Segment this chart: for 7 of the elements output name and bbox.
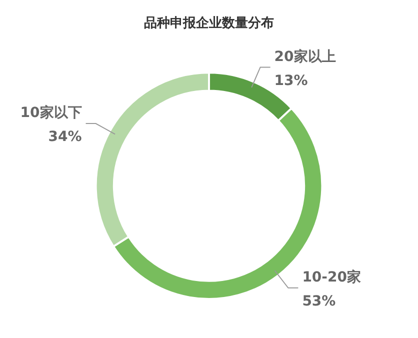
chart-title: 品种申报企业数量分布 (144, 16, 274, 32)
slice-label: 10-20家 (302, 268, 361, 286)
slice-label: 10家以下 (20, 104, 82, 122)
slice-label: 20家以上 (274, 48, 336, 65)
data-label: 13% (274, 72, 308, 89)
data-label: 53% (302, 294, 336, 310)
data-label: 34% (48, 129, 82, 146)
